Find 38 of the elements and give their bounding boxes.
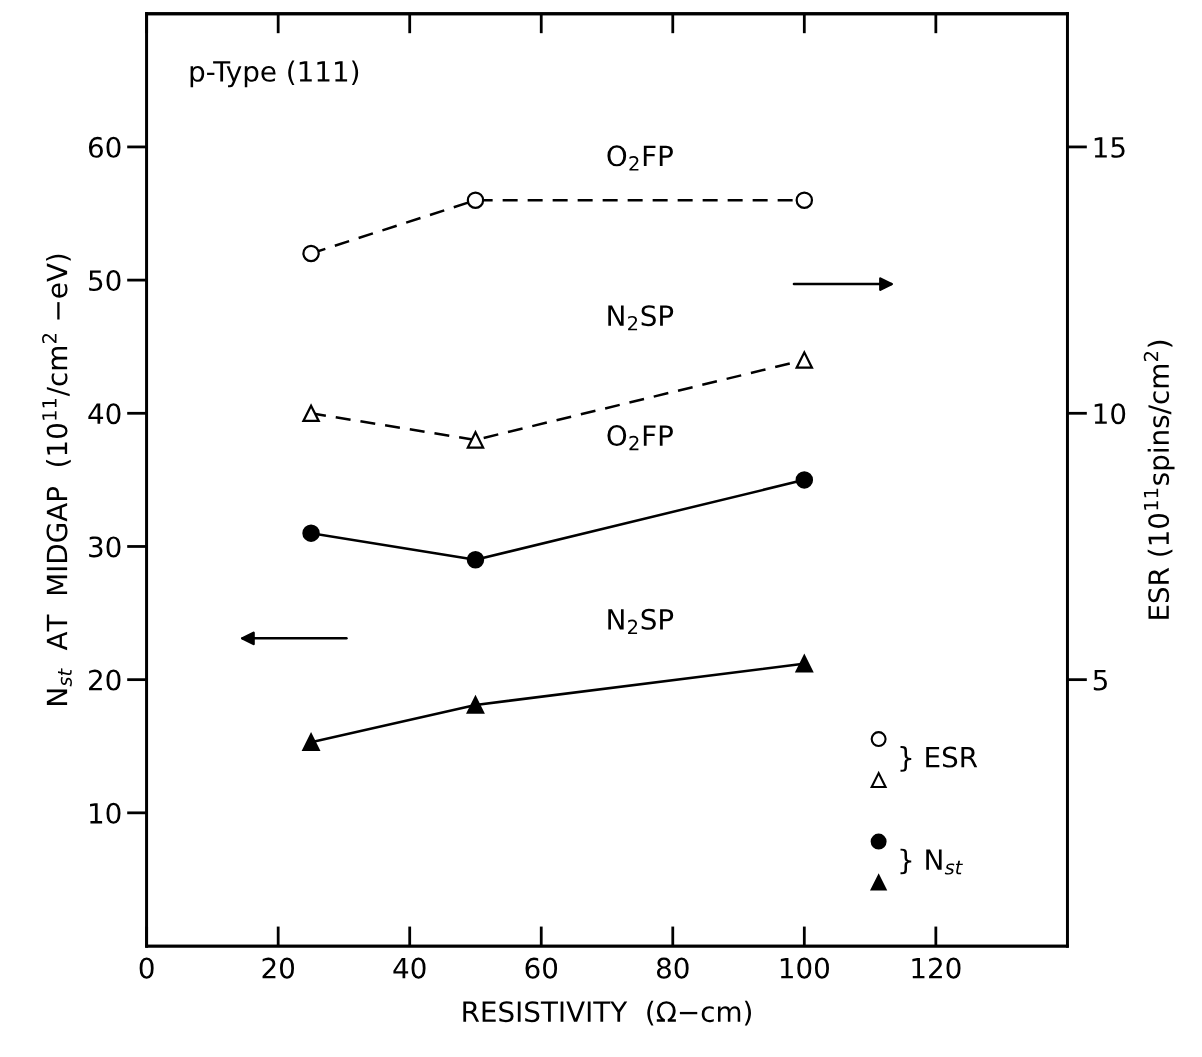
x-tick-label: 0 [139,957,154,979]
x-tick-label: 80 [656,957,689,979]
point [466,431,485,449]
y2-tick-label: 15 [1094,137,1125,158]
point [466,191,485,209]
x-tick-label: 120 [912,957,961,979]
text: p-Type (111) [190,60,359,88]
point [302,244,320,263]
y-axis-title: N$_{st}$ AT MIDGAP (10$^{11}$/cm$^{2}$ −eV) [42,254,72,705]
annotation: } N$_{st}$ [900,848,963,875]
point [466,551,485,569]
point [302,524,320,542]
point [795,471,814,489]
point [795,654,814,673]
annotation: } ESR [900,746,978,772]
annotation: N$_{2}$SP [608,305,674,331]
annotation: N$_{2}$SP [608,608,674,635]
y-tick-label: 60 [88,136,121,158]
point [302,404,320,423]
point [466,696,485,714]
y-tick-label: 20 [89,669,121,691]
x-tick-label: 20 [262,957,295,979]
y2-tick-label: 5 [1093,669,1107,691]
y-tick-label: 30 [89,536,121,558]
x-axis-title: RESISTIVITY (Ω−cm) [463,1000,751,1026]
y2-tick-label: 10 [1094,403,1126,425]
annotation: O$_{2}$FP [607,425,673,451]
x-tick-label: 60 [525,957,558,979]
y-tick-label: 50 [89,270,121,292]
point [795,351,814,369]
y2-axis-title: ESR (10$^{11}$spins/cm$^{2}$) [1143,340,1175,619]
point [795,191,814,209]
point [302,733,320,751]
x-tick-label: 100 [780,957,829,979]
x-tick-label: 40 [393,957,426,979]
annotation: O$_{2}$FP [607,145,673,171]
y-tick-label: 40 [88,403,121,425]
y-tick-label: 10 [90,802,121,824]
